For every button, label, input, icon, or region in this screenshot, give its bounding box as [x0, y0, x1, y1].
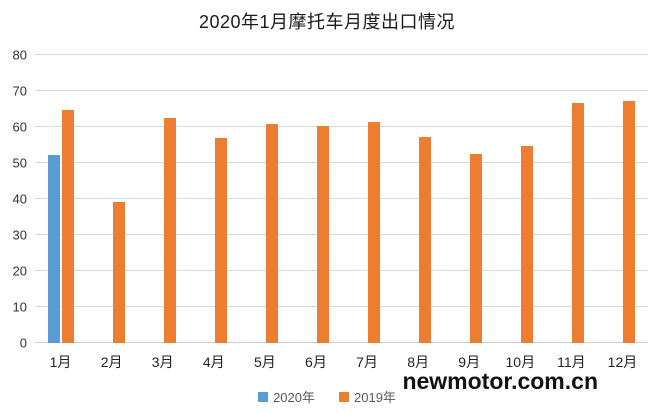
bar-2019年-7月 [368, 121, 381, 343]
y-tick-label-40: 40 [12, 191, 27, 207]
x-tick-label-10月: 10月 [505, 354, 536, 370]
chart-title: 2020年1月摩托车月度出口情况 [198, 12, 456, 32]
gridline-80 [35, 54, 648, 55]
bar-group-4月 [188, 55, 239, 343]
bar-2019年-1月 [61, 110, 74, 343]
bar-group-2月 [86, 55, 137, 343]
y-tick-label-20: 20 [12, 263, 27, 279]
bar-2019年-2月 [112, 201, 125, 343]
bar-group-3月 [137, 55, 188, 343]
y-tick-label-10: 10 [12, 299, 27, 315]
bar-2019年-6月 [316, 126, 329, 343]
bar-group-11月 [546, 55, 597, 343]
bar-2019年-12月 [623, 101, 636, 343]
y-tick-label-50: 50 [12, 155, 27, 171]
y-tick-label-70: 70 [12, 83, 27, 99]
watermark: newmotor.com.cn [402, 368, 598, 394]
bar-2019年-8月 [419, 137, 432, 343]
gridline-50 [35, 162, 648, 163]
legend-item-2019年: 2019年 [339, 387, 396, 406]
bar-group-1月 [35, 55, 86, 343]
bar-2019年-9月 [470, 153, 483, 343]
gridline-30 [35, 234, 648, 235]
bar-group-5月 [239, 55, 290, 343]
gridline-40 [35, 198, 648, 199]
plot-area: 0 10 20 30 40 50 60 70 80 1月 2月 3月 4月 5月 6月 7月 8月 9月 10月 11… [13, 48, 648, 370]
bar-group-10月 [495, 55, 546, 343]
legend-label-2019年: 2019年 [354, 390, 396, 405]
bar-2019年-11月 [572, 102, 585, 343]
x-tick-label-1月: 1月 [49, 354, 72, 370]
x-tick-label-8月: 8月 [407, 354, 430, 370]
y-tick-label-0: 0 [19, 335, 27, 351]
bar-2019年-10月 [521, 146, 534, 343]
legend-swatch-icon-2020年 [258, 391, 269, 402]
x-tick-label-6月: 6月 [305, 354, 327, 370]
legend-swatch-icon-2019年 [339, 391, 349, 402]
x-tick-label-9月: 9月 [458, 354, 481, 370]
bar-2019年-5月 [265, 123, 278, 343]
x-tick-label-5月: 5月 [253, 354, 276, 370]
x-tick-label-7月: 7月 [356, 354, 378, 370]
gridline-10 [35, 306, 648, 307]
bar-group-9月 [444, 55, 495, 343]
x-tick-label-11月: 11月 [557, 354, 586, 370]
gridline-70 [35, 90, 648, 91]
gridline-20 [35, 270, 648, 271]
y-tick-label-60: 60 [12, 119, 27, 135]
legend: 2020年 2019年 [0, 387, 654, 406]
bar-2019年-3月 [163, 118, 176, 343]
bar-group-6月 [290, 55, 341, 343]
legend-item-2020年: 2020年 [258, 387, 315, 406]
bar-2020年-1月 [47, 154, 60, 343]
gridline-60 [35, 126, 648, 127]
x-tick-label-4月: 4月 [202, 354, 225, 370]
bar-group-8月 [393, 55, 444, 343]
x-axis-line [35, 342, 648, 343]
x-tick-label-12月: 12月 [607, 354, 638, 370]
bar-group-12月 [597, 55, 648, 343]
x-tick-label-2月: 2月 [100, 354, 123, 370]
y-tick-label-80: 80 [12, 47, 27, 63]
y-tick-label-30: 30 [12, 227, 27, 243]
bar-2019年-4月 [214, 138, 227, 343]
legend-label-2020年: 2020年 [273, 390, 315, 405]
x-tick-label-3月: 3月 [151, 354, 174, 370]
bar-group-7月 [342, 55, 393, 343]
